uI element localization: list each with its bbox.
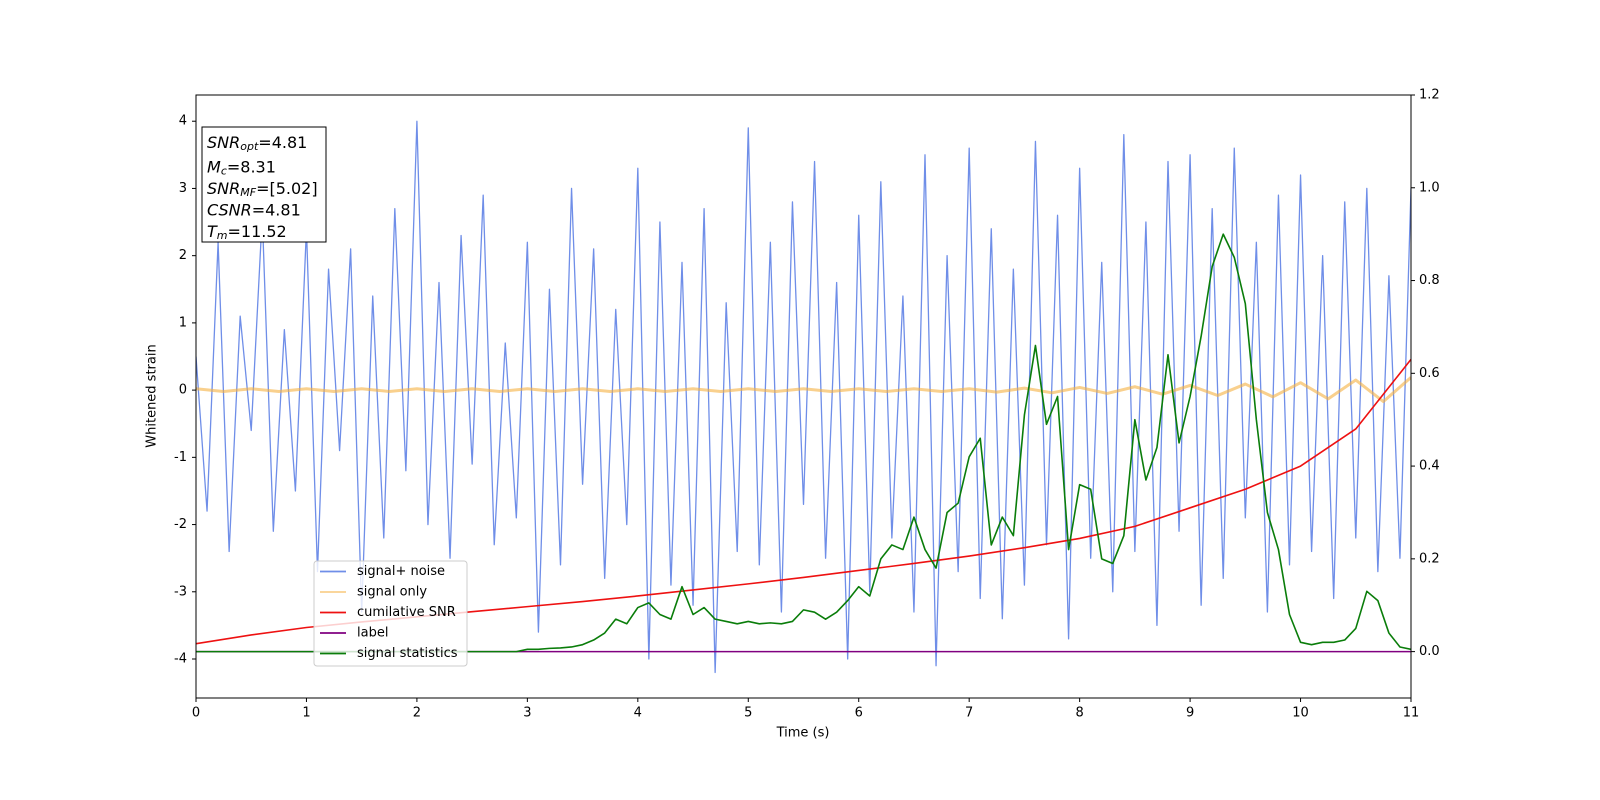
x-tick-label: 4 [634,706,642,721]
annotation-line: CSNR=4.81 [207,200,301,219]
annotation-subscript: MF [240,186,256,199]
x-tick-label: 9 [1186,706,1194,721]
annotation-value: =[5.02] [256,179,318,198]
y-tick-label: 1 [179,315,187,330]
y-tick-label: 0 [179,383,187,398]
y2-tick-label: 0.8 [1419,273,1440,288]
annotation: SNRopt=4.81Mc=8.31SNRMF=[5.02]CSNR=4.81T… [201,126,327,243]
y-tick-label: 4 [179,114,187,129]
x-tick-label: 3 [523,706,531,721]
legend-frame [313,560,468,667]
y-axis-label: Whitened strain [145,344,160,447]
x-tick-label: 8 [1075,706,1083,721]
y2-tick-label: 0.6 [1419,366,1440,381]
annotation-symbol: SNR [207,179,240,198]
annotation-symbol: T [207,222,218,241]
annotation-value: =4.81 [252,200,301,219]
x-tick-label: 0 [192,706,200,721]
series-line [196,120,1411,674]
y2-tick-label: 0.4 [1419,459,1440,474]
legend-label: cumilative SNR [357,605,456,620]
annotation-symbol: SNR [207,133,240,152]
annotation-frame [201,126,327,243]
x-tick-label: 2 [413,706,421,721]
annotation-line: Tm=11.52 [207,222,287,243]
y-tick-label: -1 [174,450,187,465]
x-tick-label: 11 [1403,706,1420,721]
annotation-value: =11.52 [228,222,287,241]
x-tick-label: 10 [1292,706,1309,721]
annotation-line: SNRMF=[5.02] [207,179,318,200]
x-tick-label: 5 [744,706,752,721]
annotation-subscript: c [221,165,227,178]
series-line [196,376,1411,404]
x-tick-label: 7 [965,706,973,721]
annotation-symbol: CSNR [207,200,252,219]
axes-frame [195,94,1412,699]
x-tick-label: 6 [855,706,863,721]
y-tick-label: -2 [174,517,187,532]
x-axis-label: Time (s) [776,726,830,741]
legend-label: signal only [357,585,427,600]
annotation-line: SNRopt=4.81 [207,133,307,154]
y-tick-label: 2 [179,248,187,263]
y2-tick-label: 1.2 [1419,88,1440,103]
annotation-symbol: M [207,157,221,176]
annotation-value: =8.31 [227,157,276,176]
legend-label: label [357,626,388,641]
y-tick-label: -3 [174,584,187,599]
y-tick-label: 3 [179,181,187,196]
annotation-subscript: m [217,229,228,242]
annotation-subscript: opt [240,140,259,153]
annotation-line: Mc=8.31 [207,157,276,178]
legend-label: signal+ noise [357,564,445,579]
y-tick-label: -4 [174,652,187,667]
y2-tick-label: 0.0 [1419,644,1440,659]
legend-label: signal statistics [357,646,458,661]
x-tick-label: 1 [302,706,310,721]
y2-tick-label: 0.2 [1419,551,1440,566]
annotation-value: =4.81 [258,133,307,152]
y2-tick-label: 1.0 [1419,180,1440,195]
